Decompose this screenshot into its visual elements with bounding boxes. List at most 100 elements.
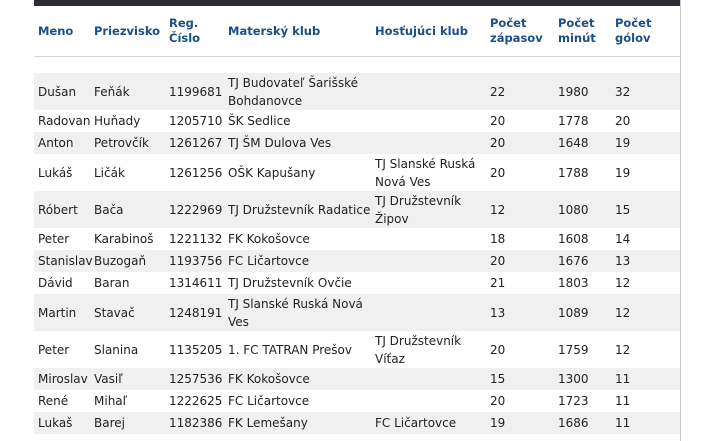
cell-hostujuci-klub: [371, 73, 486, 110]
cell-pocet-golov: 14: [615, 232, 631, 246]
cell-priezvisko: Baran: [94, 276, 130, 290]
cell-pocet-zapasov: 18: [490, 232, 506, 246]
cell-reg-cislo: 1222969: [169, 202, 223, 217]
page-right-edge: [680, 0, 681, 441]
cell-materksy-klub: FC Ličartovce: [228, 254, 310, 268]
cell-pocet-golov: 11: [615, 416, 631, 430]
header-pocet-golov[interactable]: Počet gólov: [611, 6, 680, 57]
cell-hostujuci-klub: FC Ličartovce: [375, 416, 457, 430]
top-scorers-table: Meno Priezvisko Reg. Číslo Materský klub…: [34, 6, 680, 434]
cell-hostujuci-klub: [371, 390, 486, 412]
cell-meno: René: [38, 394, 69, 408]
header-pocet-minut-line2: minút: [558, 31, 596, 45]
cell-materksy-klub: TJ Družstevník Radatice: [228, 202, 371, 217]
header-meno[interactable]: Meno: [34, 6, 90, 57]
cell-reg-cislo: 1221132: [169, 232, 223, 246]
cell-pocet-golov: 12: [615, 305, 631, 320]
header-pocet-zapasov-line2: zápasov: [490, 31, 543, 45]
table-row: Stanislav Buzogaň 1193756 FC Ličartovce 20 16…: [34, 250, 680, 272]
cell-priezvisko: Buzogaň: [94, 254, 147, 268]
cell-priezvisko: Bača: [94, 202, 124, 217]
header-reg-cislo[interactable]: Reg. Číslo: [165, 6, 224, 57]
cell-meno: Radovan: [38, 114, 91, 128]
table-row: Radovan Huňady 1205710 ŠK Sedlice 20 1778 20: [34, 110, 680, 132]
cell-hostujuci-klub: [371, 228, 486, 250]
cell-reg-cislo: 1222625: [169, 394, 223, 408]
cell-pocet-minut: 1980: [558, 84, 589, 99]
cell-pocet-golov: 12: [615, 276, 631, 290]
cell-reg-cislo: 1199681: [169, 84, 223, 99]
cell-meno: Dávid: [38, 276, 73, 290]
cell-priezvisko: Mihaľ: [94, 394, 128, 408]
cell-pocet-golov: 11: [615, 394, 631, 408]
cell-pocet-zapasov: 20: [490, 165, 506, 180]
cell-meno: Róbert: [38, 202, 78, 217]
table-row: Dávid Baran 1314611 TJ Družstevník Ovčie 21 1…: [34, 272, 680, 294]
cell-priezvisko: Slanina: [94, 342, 139, 357]
cell-materksy-klub: ŠK Sedlice: [228, 114, 291, 128]
cell-hostujuci-klub: [371, 132, 486, 154]
cell-pocet-zapasov: 13: [490, 305, 506, 320]
cell-hostujuci-klub: [371, 294, 486, 331]
cell-meno: Martin: [38, 305, 77, 320]
cell-reg-cislo: 1261256: [169, 165, 223, 180]
table-row: Anton Petrovčík 1261267 TJ ŠM Dulova Ves 20 1…: [34, 132, 680, 154]
header-materksy-klub[interactable]: Materský klub: [224, 6, 371, 57]
cell-priezvisko: Karabinoš: [94, 232, 154, 246]
cell-hostujuci-klub: TJ Slanské Ruská Nová Ves: [375, 156, 476, 189]
header-priezvisko[interactable]: Priezvisko: [90, 6, 165, 57]
cell-pocet-minut: 1723: [558, 394, 589, 408]
cell-priezvisko: Stavač: [94, 305, 135, 320]
cell-reg-cislo: 1205710: [169, 114, 223, 128]
cell-reg-cislo: 1193756: [169, 254, 223, 268]
cell-pocet-zapasov: 22: [490, 84, 506, 99]
cell-pocet-golov: 12: [615, 342, 631, 357]
table-row: Peter Slanina 1135205 1. FC TATRAN Prešov TJ…: [34, 331, 680, 368]
cell-priezvisko: Barej: [94, 416, 125, 430]
cell-meno: Lukaš: [38, 416, 73, 430]
cell-hostujuci-klub: TJ Družstevník Víťaz: [375, 333, 462, 366]
cell-materksy-klub: FK Kokošovce: [228, 372, 310, 386]
cell-priezvisko: Ličák: [94, 165, 125, 180]
cell-hostujuci-klub: TJ Družstevník Žipov: [375, 193, 462, 226]
cell-materksy-klub: 1. FC TATRAN Prešov: [228, 342, 352, 357]
cell-pocet-golov: 32: [615, 84, 631, 99]
cell-hostujuci-klub: [371, 272, 486, 294]
header-reg-cislo-line1: Reg.: [169, 16, 199, 30]
table-row: Peter Karabinoš 1221132 FK Kokošovce 18 1608 1…: [34, 228, 680, 250]
cell-meno: Anton: [38, 136, 74, 150]
header-pocet-zapasov-line1: Počet: [490, 16, 527, 30]
cell-pocet-zapasov: 19: [490, 416, 506, 430]
header-pocet-minut[interactable]: Počet minút: [554, 6, 611, 57]
cell-pocet-minut: 1803: [558, 276, 589, 290]
table-row: Lukáš Ličák 1261256 OŠK Kapušany TJ Slanské …: [34, 154, 680, 191]
cell-pocet-minut: 1089: [558, 305, 589, 320]
cell-pocet-minut: 1788: [558, 165, 589, 180]
cell-pocet-golov: 11: [615, 372, 631, 386]
cell-reg-cislo: 1257536: [169, 372, 223, 386]
cell-pocet-zapasov: 20: [490, 254, 506, 268]
cell-pocet-golov: 19: [615, 165, 631, 180]
cell-materksy-klub: OŠK Kapušany: [228, 165, 316, 180]
table-row: Róbert Bača 1222969 TJ Družstevník Radatice…: [34, 191, 680, 228]
cell-reg-cislo: 1182386: [169, 416, 223, 430]
header-pocet-minut-line1: Počet: [558, 16, 595, 30]
cell-pocet-golov: 20: [615, 114, 631, 128]
header-pocet-zapasov[interactable]: Počet zápasov: [486, 6, 554, 57]
cell-pocet-minut: 1686: [558, 416, 589, 430]
cell-materksy-klub: TJ Družstevník Ovčie: [228, 276, 352, 290]
cell-pocet-minut: 1608: [558, 232, 589, 246]
cell-meno: Lukáš: [38, 165, 73, 180]
cell-priezvisko: Huňady: [94, 114, 141, 128]
header-pocet-golov-line2: gólov: [615, 31, 651, 45]
table-header-row: Meno Priezvisko Reg. Číslo Materský klub…: [34, 6, 680, 57]
cell-pocet-zapasov: 12: [490, 202, 506, 217]
header-hostujuci-klub[interactable]: Hosťujúci klub: [371, 6, 486, 57]
cell-hostujuci-klub: [371, 110, 486, 132]
cell-meno: Peter: [38, 232, 70, 246]
cell-materksy-klub: TJ ŠM Dulova Ves: [228, 136, 332, 150]
cell-priezvisko: Feňák: [94, 84, 130, 99]
cell-priezvisko: Petrovčík: [94, 136, 149, 150]
cell-pocet-zapasov: 15: [490, 372, 506, 386]
cell-pocet-zapasov: 20: [490, 114, 506, 128]
